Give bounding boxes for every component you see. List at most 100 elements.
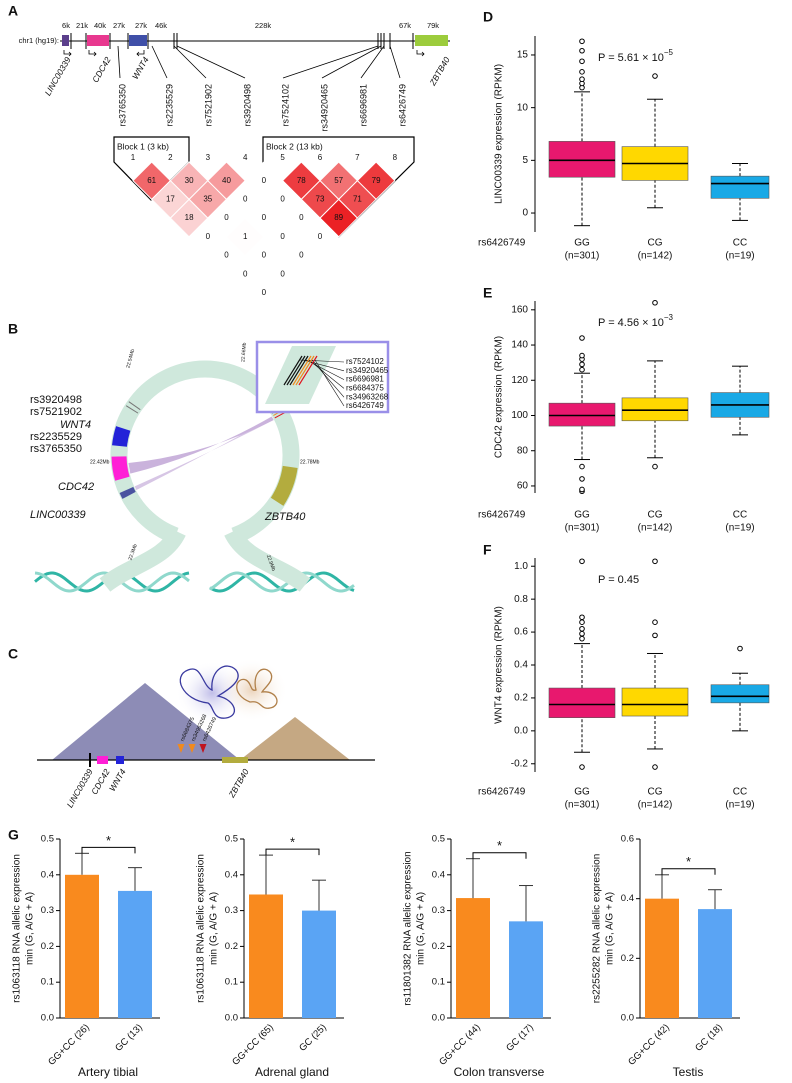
coordinate-label: 22.78Mb (300, 459, 320, 465)
panel-label: F (483, 542, 492, 558)
snp-label: rs2235529 (30, 431, 82, 443)
n-label: (n=301) (565, 251, 600, 262)
snp-label: rs7524102 (280, 84, 290, 127)
y-tick-label: 0.4 (225, 869, 238, 880)
x-tick-label: GG+CC (26) (46, 1022, 92, 1068)
distance-label: 6k (62, 21, 70, 30)
y-tick-label: 5 (522, 155, 528, 166)
outlier (579, 335, 585, 341)
outlier (579, 630, 585, 637)
category-label: GG (574, 238, 590, 249)
inset-snp-label: rs6426749 (346, 401, 384, 410)
snp-connector (282, 45, 379, 79)
gene-arc (112, 426, 131, 447)
inset-snp-mark (292, 355, 312, 386)
y-tick-label: 0.4 (621, 893, 634, 904)
outlier (579, 625, 585, 632)
snp-label: rs7521902 (203, 84, 213, 127)
ld-index: 2 (168, 153, 173, 162)
p-value-exponent: −3 (664, 313, 674, 322)
bar (65, 874, 99, 1018)
ld-value: 0 (224, 251, 229, 260)
y-tick-label: 0.2 (225, 941, 238, 952)
y-tick-label: 0.1 (225, 977, 238, 988)
bar (249, 894, 283, 1018)
y-tick-label: 0.3 (432, 905, 445, 916)
bar (118, 890, 152, 1018)
outlier (579, 47, 585, 54)
y-tick-label: 160 (511, 304, 528, 315)
chart-title: Adrenal gland (255, 1065, 329, 1079)
ld-value: 40 (222, 176, 231, 185)
gene-label: LINC00339 (43, 55, 73, 97)
n-label: (n=301) (565, 800, 600, 811)
ld-value: 0 (262, 251, 267, 260)
y-tick-label: 0.0 (621, 1013, 634, 1024)
p-value-text: P = 5.61 × 10 (598, 52, 664, 64)
ld-value: 0 (262, 176, 267, 185)
ld-value: 0 (280, 269, 285, 278)
bar (645, 898, 679, 1018)
gene-box (415, 35, 448, 46)
ld-value: 89 (334, 213, 343, 222)
y-tick-label: 0.5 (225, 834, 238, 845)
y-tick-label: 140 (511, 340, 528, 351)
y-tick-label: 1.0 (514, 561, 528, 572)
snp-label: rs7521902 (30, 406, 82, 418)
gene-arc (119, 486, 136, 499)
y-tick-label: 0.0 (432, 1013, 445, 1024)
coordinate-label: 22.42Mb (90, 459, 110, 465)
ld-value: 57 (334, 176, 343, 185)
outlier (579, 486, 585, 493)
inset-snp-mark (283, 355, 303, 386)
inset-snp-label: rs7524102 (346, 357, 384, 366)
outlier (652, 632, 658, 639)
outlier (579, 619, 585, 626)
y-tick-label: 0.2 (41, 941, 54, 952)
y-tick-label: -0.2 (511, 758, 529, 769)
inset-snp-label: rs6684375 (346, 384, 384, 393)
y-tick-label: 0.4 (432, 869, 445, 880)
distance-label: 27k (135, 21, 147, 30)
distance-label: 27k (113, 21, 125, 30)
y-tick-label: 100 (511, 410, 528, 421)
x-tick-label: GC (25) (297, 1022, 329, 1054)
y-axis-label: rs11801382 RNA allelic expression (403, 851, 414, 1005)
ld-value: 0 (243, 269, 248, 278)
ld-value: 0 (280, 195, 285, 204)
gene-box (87, 35, 109, 46)
panel-label: E (483, 285, 492, 301)
inset-snp-label: rs6696981 (346, 375, 384, 384)
ld-value: 0 (262, 288, 267, 297)
p-value: P = 5.61 × 10−5 (598, 48, 674, 64)
inset-snp-mark (298, 355, 318, 386)
y-axis-label: rs2255282 RNA allelic expression (592, 854, 603, 1004)
snp-label: rs34920465 (319, 84, 329, 132)
y-tick-label: 0.5 (41, 834, 54, 845)
inset-snp-label: rs34920465 (346, 366, 389, 375)
coordinate-label: 22.54Mb (125, 348, 136, 369)
x-tick-label: GC (18) (693, 1022, 725, 1054)
y-tick-label: 0.0 (41, 1013, 54, 1024)
ld-value: 78 (297, 176, 306, 185)
interaction-chord (134, 417, 274, 490)
tad-triangle (52, 683, 240, 760)
gene-box (129, 35, 147, 46)
x-axis-label: rs6426749 (478, 510, 526, 521)
block-label: Block 1 (3 kb) (117, 141, 169, 151)
gene-label: CDC42 (90, 55, 113, 84)
ld-value: 35 (203, 195, 212, 204)
bar (302, 910, 336, 1018)
outlier (652, 764, 658, 770)
panel-label: G (8, 827, 19, 843)
gene-label: WNT4 (60, 419, 91, 431)
outlier (652, 619, 658, 626)
y-axis-label: LINC00339 expression (RPKM) (494, 64, 505, 204)
snp-label: rs3765350 (30, 443, 82, 455)
chart-title: Testis (673, 1065, 704, 1079)
outlier (579, 38, 585, 45)
inset-snp-mark (289, 355, 309, 386)
block-label: Block 2 (13 kb) (266, 141, 323, 151)
